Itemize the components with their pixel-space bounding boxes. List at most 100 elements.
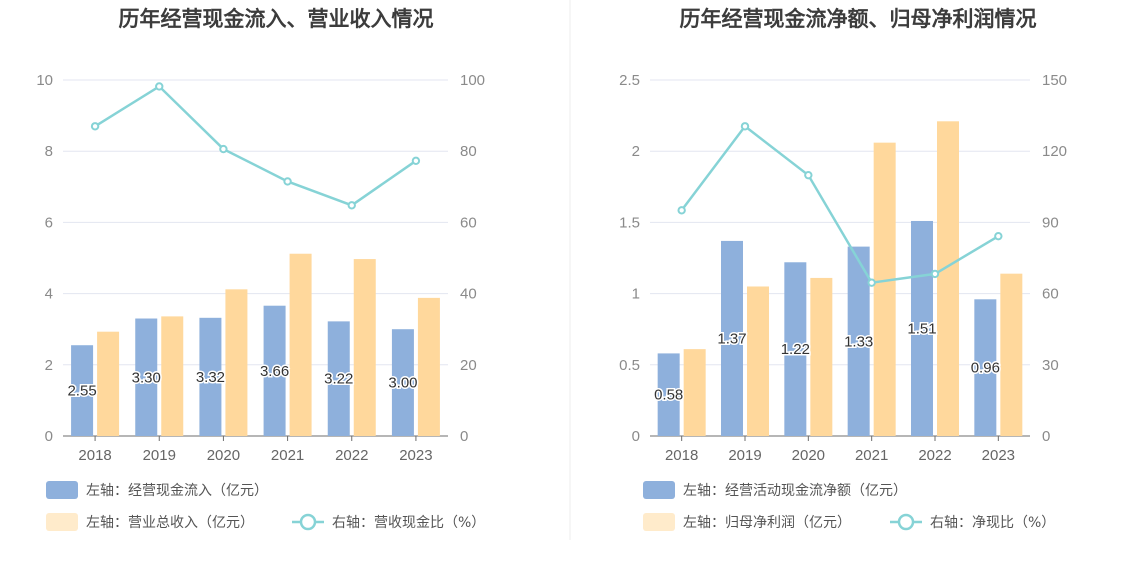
bar-data-label: 3.66 (260, 363, 289, 380)
bar-series-1 (391, 329, 414, 436)
bar-data-label: 3.32 (196, 369, 225, 386)
bar-series-2 (161, 316, 184, 436)
bar-series-2 (873, 142, 896, 436)
bar-data-label: 1.22 (781, 341, 810, 358)
left-axis-tick-label: 0.5 (619, 357, 640, 374)
left-axis-tick-label: 0 (632, 428, 640, 445)
legend-label: 左轴：营业总收入（亿元） (86, 515, 254, 531)
left-axis-tick-label: 8 (45, 143, 53, 160)
legend-label: 左轴：经营现金流入（亿元） (86, 483, 268, 499)
left-axis-tick-label: 2 (45, 357, 53, 374)
right-axis-tick-label: 60 (460, 214, 477, 231)
chart-title: 历年经营现金流入、营业收入情况 (119, 7, 434, 31)
legend-label: 左轴：归母净利润（亿元） (683, 514, 851, 531)
bar-series-2 (97, 331, 120, 436)
right-axis-tick-label: 100 (460, 72, 485, 89)
x-axis-tick-label: 2023 (982, 447, 1015, 464)
x-axis-tick-label: 2019 (728, 447, 761, 464)
line-series (680, 124, 999, 285)
line-point (411, 156, 421, 166)
x-axis-tick-label: 2020 (207, 447, 240, 464)
bar-data-label: 1.37 (717, 330, 746, 347)
line-point (994, 231, 1003, 241)
line-point (867, 278, 876, 287)
line-point (283, 177, 292, 186)
line-point (219, 144, 228, 154)
bar-series-2 (810, 277, 833, 436)
bar-data-label: 3.00 (388, 375, 417, 392)
right-axis-tick-label: 150 (1042, 72, 1067, 89)
left-axis-tick-label: 1.5 (619, 214, 640, 231)
x-axis-tick-label: 2019 (143, 447, 176, 464)
bar-series-2 (225, 289, 248, 436)
legend-bar-swatch (46, 481, 78, 499)
bar-series-1 (784, 262, 807, 436)
bar-data-label: 3.22 (324, 371, 353, 388)
bar-data-label: 1.33 (844, 333, 873, 350)
x-axis-tick-label: 2021 (855, 447, 888, 464)
x-axis-tick-label: 2018 (78, 447, 111, 464)
right-axis-tick-label: 120 (1042, 143, 1067, 160)
bar-data-label: 3.30 (132, 369, 161, 386)
left-axis-tick-label: 10 (36, 72, 53, 89)
legend-bar-swatch (46, 513, 78, 531)
bar-series-2 (353, 259, 376, 436)
line-point (155, 82, 164, 91)
left-axis-tick-label: 0 (45, 428, 53, 445)
line-point (677, 206, 686, 215)
right-axis-tick-label: 20 (460, 357, 477, 374)
bar-data-label: 2.55 (67, 383, 96, 400)
x-axis-tick-label: 2023 (399, 447, 432, 464)
bar-series-1 (71, 345, 94, 436)
left-axis-tick-label: 4 (45, 286, 53, 303)
bar-series-2 (289, 253, 312, 436)
bar-series-1 (263, 305, 286, 436)
chart-net-cash-profit: 历年经营现金流净额、归母净利润情况 0 0 0.5 30 1 60 1.5 90 2 120 2.5 1… (619, 7, 1067, 531)
bar-series-1 (974, 299, 997, 436)
right-axis-tick-label: 0 (460, 428, 468, 445)
legend-label: 右轴：净现比（%） (930, 515, 1055, 531)
bar-series-1 (721, 240, 743, 436)
left-axis-tick-label: 1 (632, 286, 640, 303)
chart-title: 历年经营现金流净额、归母净利润情况 (680, 7, 1037, 31)
x-axis-tick-label: 2018 (665, 447, 698, 464)
legend-bar-swatch (643, 513, 675, 531)
bar-series-2 (417, 297, 440, 436)
chart-cash-inflow-revenue: 历年经营现金流入、营业收入情况 0 0 2 20 4 40 6 60 8 80 10 100 2018 20… (36, 7, 485, 531)
right-axis-tick-label: 80 (460, 143, 477, 160)
x-axis-tick-label: 2022 (918, 447, 951, 464)
bar-series-1 (657, 353, 680, 436)
bar-series-2 (747, 286, 769, 436)
left-axis-tick-label: 2.5 (619, 72, 640, 89)
left-axis-tick-label: 2 (632, 143, 640, 160)
bar-data-label: 0.58 (654, 387, 683, 404)
legend-label: 左轴：经营活动现金流净额（亿元） (683, 483, 907, 499)
right-axis-tick-label: 30 (1042, 357, 1059, 374)
legend-label: 右轴：营收现金比（%） (332, 515, 485, 531)
right-axis-tick-label: 60 (1042, 286, 1059, 303)
line-series (94, 84, 417, 207)
bar-data-label: 1.51 (907, 320, 936, 337)
x-axis-tick-label: 2021 (271, 447, 304, 464)
bar-series-2 (937, 121, 959, 437)
line-point (804, 170, 813, 180)
bar-series-1 (327, 321, 350, 436)
bar-series-1 (135, 318, 158, 436)
bar-series-1 (199, 317, 222, 436)
line-point (347, 201, 356, 210)
x-axis-tick-label: 2022 (335, 447, 368, 464)
line-point (930, 269, 940, 279)
bar-series-1 (847, 246, 870, 436)
right-axis-tick-label: 40 (460, 286, 477, 303)
legend-line-marker (897, 513, 915, 531)
legend-bar-swatch (643, 481, 675, 499)
bar-series-2 (683, 349, 706, 436)
right-axis-tick-label: 0 (1042, 428, 1050, 445)
right-axis-tick-label: 90 (1042, 214, 1059, 231)
legend-line-marker (299, 513, 317, 531)
left-axis-tick-label: 6 (45, 214, 53, 231)
x-axis-tick-label: 2020 (792, 447, 825, 464)
bar-series-2 (1000, 273, 1023, 436)
